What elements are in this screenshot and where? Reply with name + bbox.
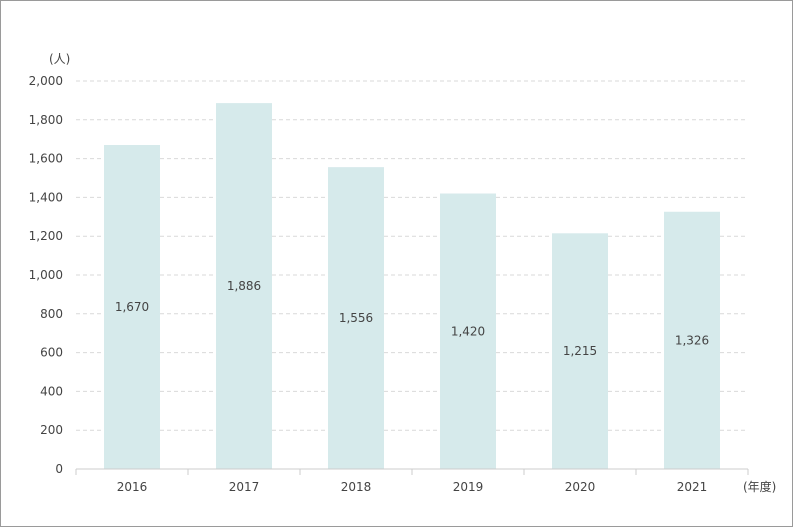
x-tick-label: 2021 <box>677 480 708 494</box>
x-axis-unit: (年度) <box>743 479 776 494</box>
bar-2020 <box>552 233 608 469</box>
y-tick-label: 1,200 <box>29 229 63 243</box>
x-tick-label: 2018 <box>341 480 372 494</box>
x-tick-label: 2016 <box>117 480 148 494</box>
bar-2016 <box>104 145 160 469</box>
bar-2019 <box>440 193 496 469</box>
y-tick-label: 400 <box>40 384 63 398</box>
bar-2018 <box>328 167 384 470</box>
gridlines <box>76 80 748 431</box>
bars <box>104 103 720 470</box>
bar-2017 <box>216 103 272 469</box>
bar-value-label: 1,215 <box>563 344 597 358</box>
y-tick-label: 200 <box>40 423 63 437</box>
y-axis-unit: (人) <box>49 52 70 66</box>
x-tick-label: 2017 <box>229 480 260 494</box>
bar-value-label: 1,420 <box>451 324 485 338</box>
y-tick-label: 1,800 <box>29 113 63 127</box>
bar-value-label: 1,556 <box>339 311 373 325</box>
y-tick-label: 600 <box>40 346 63 360</box>
bar-value-label: 1,670 <box>115 300 149 314</box>
y-tick-label: 1,000 <box>29 268 63 282</box>
bar-value-label: 1,326 <box>675 333 709 347</box>
y-tick-label: 800 <box>40 307 63 321</box>
y-tick-label: 1,400 <box>29 190 63 204</box>
x-tick-label: 2020 <box>565 480 596 494</box>
labels: 0 200 400 600 800 1,000 1,200 1,400 1,600 1,800 2,… <box>29 74 710 494</box>
y-tick-label: 0 <box>55 462 63 476</box>
axes <box>75 468 749 475</box>
bar-value-label: 1,886 <box>227 279 261 293</box>
bar-2021 <box>664 211 720 470</box>
x-tick-label: 2019 <box>453 480 484 494</box>
y-tick-label: 2,000 <box>29 74 63 88</box>
y-tick-label: 1,600 <box>29 152 63 166</box>
